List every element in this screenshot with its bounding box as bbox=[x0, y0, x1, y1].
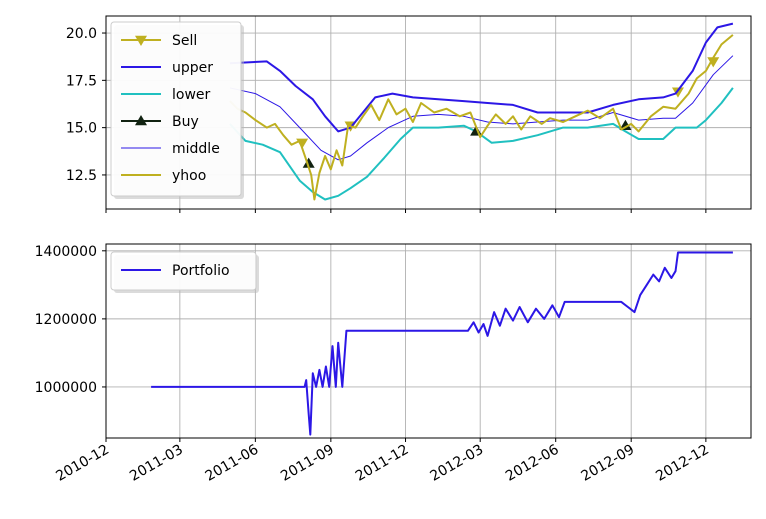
portfolio-axes-frame bbox=[105, 243, 752, 439]
sell-marker-2 bbox=[671, 87, 684, 98]
price-ytick-label-0: 12.5 bbox=[66, 168, 97, 184]
price-legend: Sell upper lower Buy middle yhoo bbox=[110, 21, 244, 199]
legend-buy-marker bbox=[135, 115, 147, 126]
portfolio-ytick-label-0: 1000000 bbox=[35, 380, 97, 396]
legend-sell-label: Sell bbox=[172, 33, 197, 49]
upper-line bbox=[229, 22, 734, 133]
legend-lower-label: lower bbox=[172, 87, 211, 103]
legend-yhoo-label: yhoo bbox=[172, 168, 206, 184]
portfolio-series bbox=[151, 251, 733, 436]
legend-portfolio-label: Portfolio bbox=[172, 263, 230, 279]
legend-sell-marker bbox=[135, 35, 147, 46]
xtick-label-1: 2011-03 bbox=[127, 442, 186, 485]
portfolio-legend: Portfolio bbox=[110, 251, 259, 293]
legend-buy-label: Buy bbox=[172, 114, 199, 130]
x-tick-labels: 2010-12 2011-03 2011-06 2011-09 2011-12 2012-… bbox=[53, 442, 712, 485]
middle-line bbox=[229, 55, 734, 161]
price-series bbox=[229, 22, 734, 201]
price-ytick-label-2: 17.5 bbox=[66, 73, 97, 89]
portfolio-ytick-label-2: 1400000 bbox=[35, 244, 97, 260]
xtick-label-2: 2011-06 bbox=[203, 442, 262, 485]
xtick-label-6: 2012-06 bbox=[503, 442, 562, 485]
price-bands-panel: 12.5 15.0 17.5 20.0 Sell upper lower Buy middle y… bbox=[66, 15, 752, 213]
legend-middle-label: middle bbox=[172, 141, 220, 157]
xtick-label-3: 2011-09 bbox=[278, 442, 337, 485]
yhoo-line bbox=[229, 34, 734, 201]
xtick-label-8: 2012-12 bbox=[653, 442, 712, 485]
price-ytick-label-3: 20.0 bbox=[66, 26, 97, 42]
sell-marker-3 bbox=[707, 57, 720, 68]
price-axes-frame bbox=[105, 15, 752, 210]
buy-marker-0 bbox=[302, 157, 315, 168]
portfolio-panel: 1000000 1200000 1400000 Portfolio bbox=[35, 243, 752, 442]
buy-marker-2 bbox=[619, 119, 632, 130]
lower-line bbox=[229, 87, 734, 201]
xtick-label-0: 2010-12 bbox=[53, 442, 112, 485]
portfolio-ytick-label-1: 1200000 bbox=[35, 312, 97, 328]
xtick-label-7: 2012-09 bbox=[579, 442, 638, 485]
legend-upper-label: upper bbox=[172, 60, 213, 76]
xtick-label-5: 2012-03 bbox=[428, 442, 487, 485]
xtick-label-4: 2011-12 bbox=[353, 442, 412, 485]
portfolio-line bbox=[151, 251, 733, 436]
price-ytick-label-1: 15.0 bbox=[66, 121, 97, 137]
